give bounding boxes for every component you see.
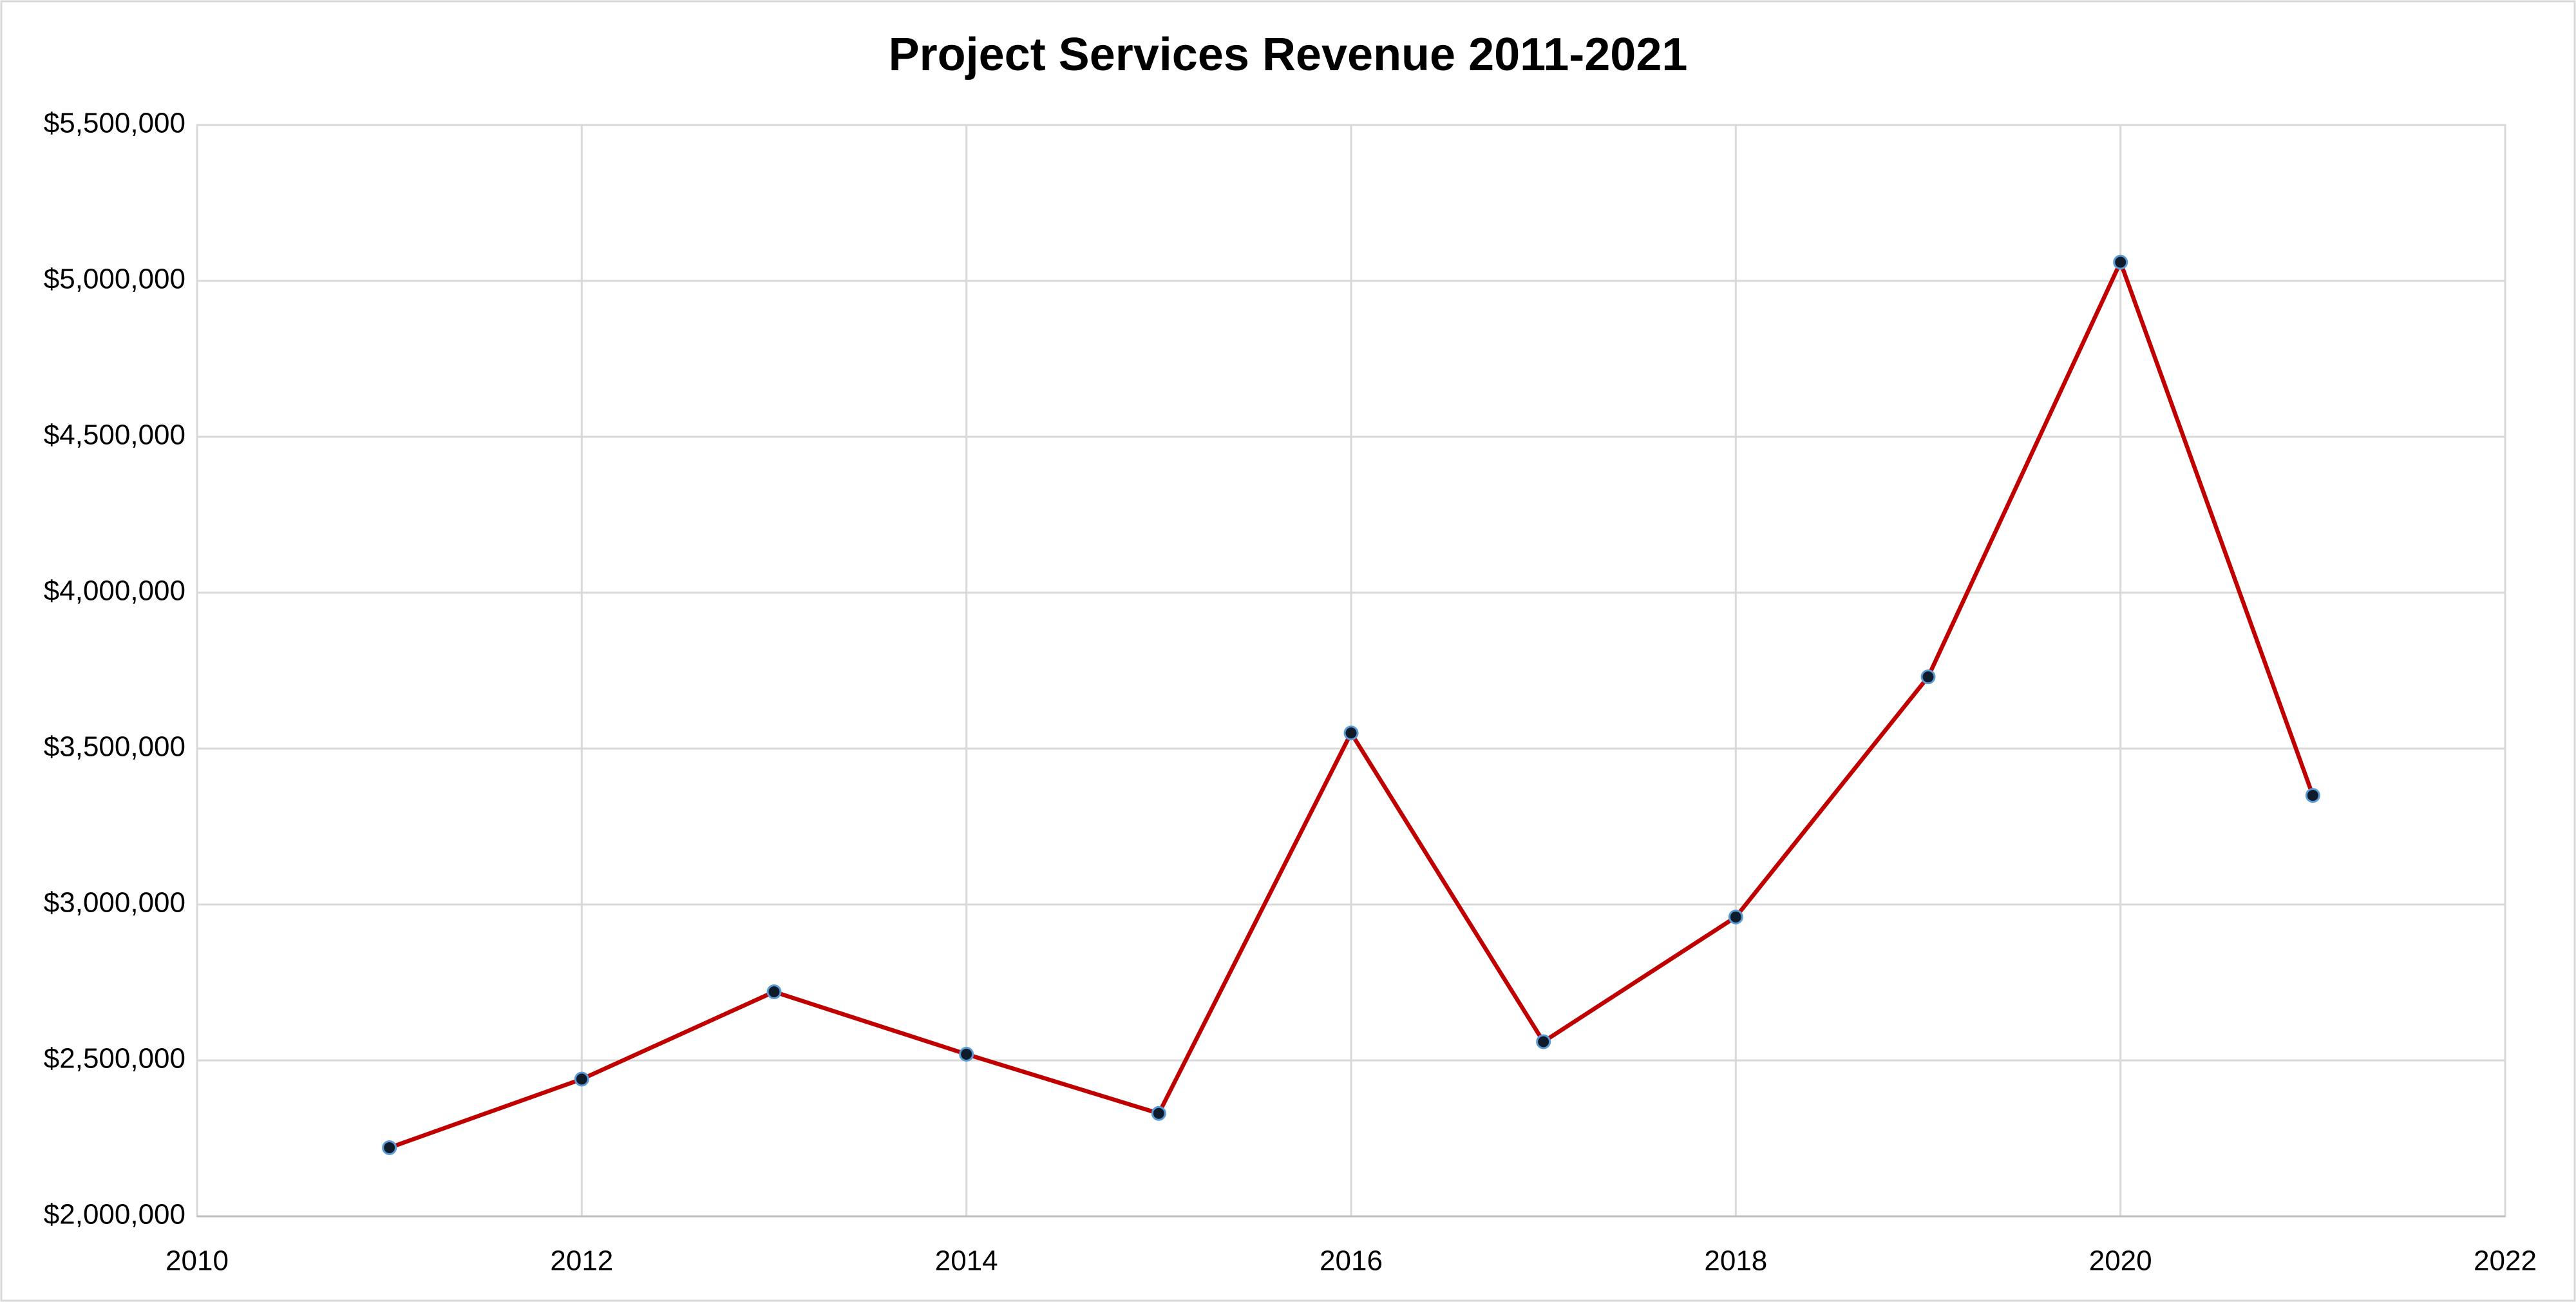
y-tick-label: $4,000,000 bbox=[44, 575, 185, 607]
x-tick-label: 2016 bbox=[1320, 1245, 1383, 1277]
x-tick-label: 2022 bbox=[2474, 1245, 2537, 1277]
y-tick-label: $2,000,000 bbox=[44, 1199, 185, 1230]
data-point bbox=[1728, 909, 1743, 924]
y-tick-label: $5,000,000 bbox=[44, 263, 185, 295]
data-point bbox=[2305, 788, 2320, 803]
data-point bbox=[574, 1071, 589, 1087]
data-point bbox=[382, 1140, 397, 1156]
y-tick-label: $2,500,000 bbox=[44, 1043, 185, 1075]
y-tick-label: $4,500,000 bbox=[44, 419, 185, 451]
x-tick-label: 2010 bbox=[166, 1245, 229, 1277]
x-tick-label: 2014 bbox=[935, 1245, 998, 1277]
chart-title: Project Services Revenue 2011-2021 bbox=[889, 29, 1688, 81]
y-tick-label: $3,000,000 bbox=[44, 887, 185, 919]
data-point bbox=[959, 1046, 974, 1062]
data-point bbox=[1343, 725, 1359, 741]
data-point bbox=[2113, 254, 2128, 270]
data-point bbox=[1536, 1034, 1551, 1049]
x-tick-label: 2018 bbox=[1704, 1245, 1767, 1277]
data-point bbox=[766, 984, 782, 1000]
data-point bbox=[1920, 669, 1936, 685]
y-tick-label: $5,500,000 bbox=[44, 108, 185, 139]
x-tick-label: 2012 bbox=[550, 1245, 613, 1277]
data-point bbox=[1151, 1106, 1166, 1121]
x-tick-label: 2020 bbox=[2089, 1245, 2152, 1277]
y-tick-label: $3,500,000 bbox=[44, 731, 185, 763]
